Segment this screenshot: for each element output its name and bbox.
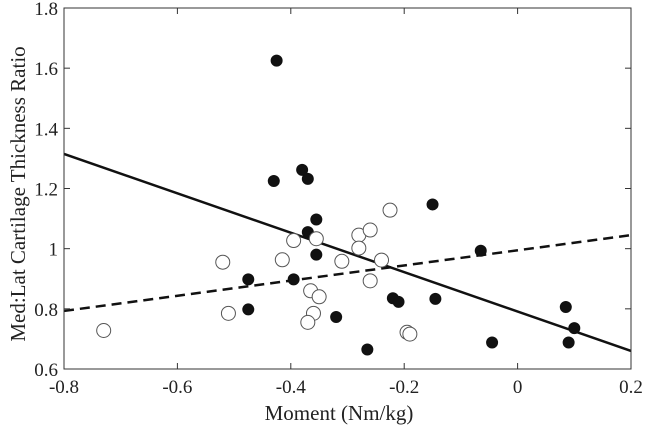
tick-labels: -0.8 -0.6 -0.4 -0.2 0 0.2 0.6 0.8 1 1.2 1.4 1.6 1.8 [34, 0, 643, 398]
fit-lines [63, 152, 632, 353]
data-point-filled [301, 172, 314, 185]
y-tick-label: 1.8 [34, 0, 58, 20]
data-point-open [311, 289, 327, 305]
x-axis-label: Moment (Nm/kg) [265, 401, 414, 425]
data-point-open [308, 231, 324, 247]
x-tick-label: 0 [513, 377, 523, 398]
data-point-filled [559, 301, 572, 314]
data-point-filled [296, 163, 309, 176]
data-point-open [362, 222, 378, 238]
x-tick-label: -0.8 [49, 377, 79, 398]
data-point-filled [287, 273, 300, 286]
y-tick-label: 1.6 [34, 59, 58, 80]
data-point-open [96, 322, 112, 338]
data-point-filled [242, 303, 255, 316]
data-point-open [374, 252, 390, 268]
data-point-filled [426, 198, 439, 211]
axes [63, 7, 632, 370]
data-point-filled [361, 343, 374, 356]
data-point-open [362, 273, 378, 289]
data-point-open [274, 252, 290, 268]
x-tick-label: -0.6 [162, 377, 192, 398]
data-point-filled [486, 336, 499, 349]
data-point-filled [310, 213, 323, 226]
data-point-filled [474, 244, 487, 257]
data-point-open [382, 202, 398, 218]
data-point-open [286, 233, 302, 249]
fit-line-dashed [63, 233, 632, 313]
data-points [96, 54, 581, 356]
data-point-open [334, 253, 350, 269]
x-tick-label: -0.2 [389, 377, 419, 398]
data-point-open [220, 305, 236, 321]
y-tick-label: 0.8 [34, 300, 58, 321]
y-tick-label: 1.4 [34, 119, 58, 140]
data-point-filled [562, 336, 575, 349]
y-axis-label: Med:Lat Cartilage Thickness Ratio [6, 46, 30, 341]
data-point-filled [392, 295, 405, 308]
data-point-filled [242, 273, 255, 286]
data-point-filled [310, 248, 323, 261]
y-tick-label: 1 [49, 240, 59, 261]
data-point-open [351, 240, 367, 256]
data-point-filled [267, 174, 280, 187]
x-tick-label: -0.4 [276, 377, 307, 398]
plot-frame [63, 7, 632, 370]
y-tick-label: 1.2 [34, 180, 58, 201]
fit-line-solid [63, 152, 632, 353]
data-point-filled [330, 310, 343, 323]
data-point-filled [270, 54, 283, 67]
data-point-filled [568, 322, 581, 335]
data-point-open [215, 254, 231, 270]
x-tick-label: 0.2 [619, 377, 643, 398]
data-point-open [300, 314, 316, 330]
data-point-filled [429, 292, 442, 305]
data-point-open [402, 326, 418, 342]
y-tick-label: 0.6 [34, 360, 58, 381]
